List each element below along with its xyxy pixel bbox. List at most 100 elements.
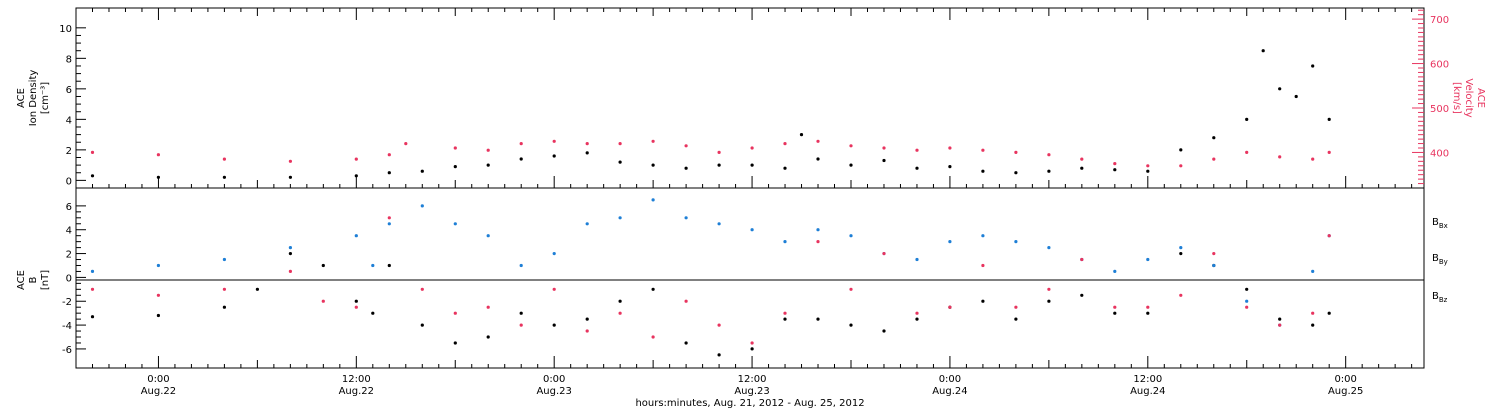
- bz-point: [882, 252, 886, 256]
- density-point: [1261, 49, 1265, 53]
- bottom-ytick-label: 4: [66, 226, 72, 237]
- points-layer: [90, 49, 1331, 357]
- density-point: [1212, 136, 1216, 140]
- velocity-point: [750, 146, 754, 150]
- density-point: [420, 169, 424, 173]
- velocity-point: [651, 139, 655, 143]
- velocity-point: [404, 142, 408, 146]
- bx-point: [552, 323, 556, 327]
- bz-point: [1146, 305, 1150, 309]
- bx-point: [750, 347, 754, 351]
- velocity-point: [1311, 157, 1315, 161]
- density-point: [1327, 117, 1331, 121]
- bx-point: [915, 317, 919, 321]
- top-right-ytick-label: 500: [1430, 104, 1449, 115]
- xtick-label-date: Aug.24: [932, 386, 967, 397]
- bz-point: [717, 323, 721, 327]
- velocity-point: [519, 142, 523, 146]
- top-right-ylabel-line1: ACE: [1475, 88, 1486, 108]
- bz-point: [585, 329, 589, 333]
- by-point: [585, 222, 589, 226]
- velocity-point: [486, 148, 490, 152]
- by-point: [486, 234, 490, 238]
- density-point: [915, 166, 919, 170]
- xtick-label-time: 12:00: [738, 374, 767, 385]
- bz-point: [387, 216, 391, 220]
- bottom-ylabel-line3: [nT]: [40, 270, 51, 290]
- bx-point: [420, 323, 424, 327]
- velocity-point: [585, 142, 589, 146]
- density-point: [750, 163, 754, 167]
- by-point: [1179, 246, 1183, 250]
- bx-point: [1278, 317, 1282, 321]
- density-point: [981, 169, 985, 173]
- xtick-label-time: 0:00: [543, 374, 565, 385]
- by-point: [156, 263, 160, 268]
- velocity-point: [1014, 150, 1018, 154]
- bz-point: [1113, 305, 1117, 309]
- bottom-ytick-label: 2: [66, 250, 72, 261]
- bz-point: [519, 323, 523, 327]
- x-axis-title: hours:minutes, Aug. 21, 2012 - Aug. 25, …: [635, 398, 864, 409]
- bz-point: [915, 311, 919, 315]
- by-point: [816, 228, 820, 232]
- by-point: [387, 222, 391, 226]
- bx-point: [1146, 311, 1150, 315]
- by-point: [288, 246, 292, 250]
- velocity-point: [816, 139, 820, 143]
- velocity-point: [783, 142, 787, 146]
- bz-point: [783, 311, 787, 315]
- top-right-ytick-label: 700: [1430, 15, 1449, 26]
- velocity-point: [156, 153, 160, 157]
- bx-point: [684, 341, 688, 345]
- bottom-ytick-label: -4: [62, 321, 72, 332]
- density-point: [552, 154, 556, 158]
- by-point: [750, 228, 754, 232]
- bx-point: [354, 299, 358, 303]
- bx-point: [1311, 323, 1315, 327]
- bx-point: [156, 313, 160, 318]
- bx-point: [1080, 293, 1084, 297]
- by-point: [981, 234, 985, 238]
- bx-point: [453, 341, 457, 345]
- density-point: [222, 175, 226, 179]
- bx-point: [321, 263, 325, 268]
- bz-point: [948, 305, 952, 309]
- bz-point: [1080, 257, 1084, 262]
- top-ylabel-line2: Ion Density: [28, 70, 39, 127]
- density-point: [1294, 94, 1298, 99]
- velocity-point: [288, 159, 292, 163]
- bz-point: [981, 263, 985, 268]
- by-point: [354, 234, 358, 238]
- density-point: [717, 163, 721, 167]
- velocity-point: [618, 142, 622, 146]
- density-point: [1047, 169, 1051, 173]
- bz-point: [1311, 311, 1315, 315]
- bz-point: [321, 299, 325, 303]
- bz-point: [222, 287, 226, 291]
- bz-point: [486, 305, 490, 309]
- velocity-point: [1327, 150, 1331, 154]
- density-point: [618, 160, 622, 164]
- xtick-label-date: Aug.25: [1328, 386, 1363, 397]
- bz-point: [1212, 252, 1216, 256]
- by-point: [1245, 299, 1249, 303]
- velocity-point: [882, 146, 886, 150]
- by-point: [651, 198, 655, 202]
- velocity-point: [387, 153, 391, 157]
- bx-point: [1179, 252, 1183, 256]
- bottom-panel-frame: [75, 187, 1425, 369]
- bx-point: [981, 299, 985, 303]
- bz-point: [618, 311, 622, 315]
- velocity-point: [1080, 157, 1084, 161]
- density-point: [651, 163, 655, 167]
- legend-bx: BBx: [1432, 217, 1448, 230]
- by-point: [915, 257, 919, 262]
- velocity-point: [90, 150, 95, 154]
- bottom-ytick-label: 0: [66, 273, 72, 284]
- legend-bz: BBz: [1432, 291, 1448, 304]
- bx-point: [1113, 311, 1117, 315]
- bz-point: [552, 287, 556, 291]
- xtick-label-date: Aug.23: [536, 386, 571, 397]
- top-right-ylabel-line2: Velocity: [1463, 78, 1474, 117]
